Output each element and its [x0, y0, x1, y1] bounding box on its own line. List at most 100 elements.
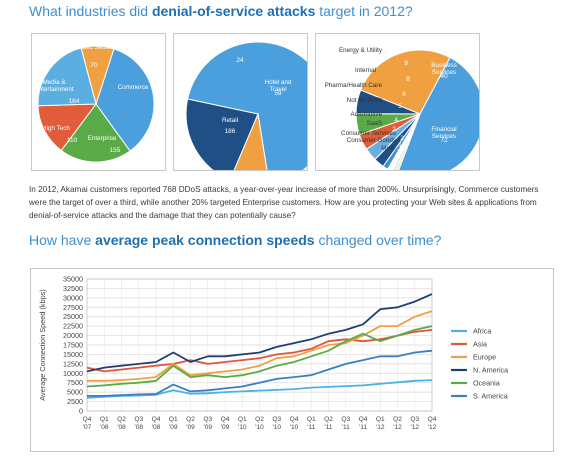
legend-label-oceania: Oceania: [473, 379, 500, 388]
pie-value-consumer-goods: 1: [398, 142, 402, 149]
x-tick-label: Q2'08: [117, 416, 126, 431]
x-tick-label: Q3'09: [203, 416, 212, 431]
pie-section-title: What industries did denial-of-service at…: [29, 3, 413, 19]
pie-label-media-entertainment: Media & Entertainment: [34, 79, 73, 93]
pie-label-consumer-services: Consumer Services: [341, 130, 396, 137]
pie-value-pharma-health-care: 6: [402, 91, 406, 98]
x-tick-label: Q4'10: [290, 416, 299, 431]
pie-label-hotel-and-travel: Hotel and Travel: [265, 79, 292, 93]
pie-chart-2: Retail 186 Consumer Goods 24 Hotel and Travel…: [185, 37, 307, 170]
pie-panel-3: Business Services 40 Financial Services 72 Mis…: [315, 33, 480, 171]
series-line-s-america: [87, 349, 433, 397]
legend-label-europe: Europe: [473, 353, 496, 362]
pie-slice-financial-services: [398, 56, 479, 170]
y-tick-label: 15000: [63, 350, 83, 359]
pie-value-consumer-services: 2: [400, 135, 404, 142]
pie-value-energy-utility: 9: [404, 60, 408, 67]
legend-label-asia: Asia: [473, 340, 487, 349]
pie-label-high-tech: High Tech: [42, 125, 70, 132]
line-chart-panel: 0 2500 5000 7500 10000 12500 15000 17500 20000 22…: [30, 268, 554, 452]
pie-slice-business-services: [360, 49, 451, 115]
y-axis-label: Average Connection Speed (kbps): [38, 289, 47, 400]
x-tick-label: Q1'11: [307, 416, 316, 431]
pie-slice-public-sector: [80, 45, 115, 106]
pie-label-consumer-goods: Consumer Goods: [215, 37, 264, 44]
pie-value-public-sector: 70: [90, 62, 98, 69]
pie-value-misc: 1: [396, 149, 400, 156]
legend-label-n-america: N. America: [473, 366, 508, 375]
pie-slice-commerce: [95, 48, 155, 152]
pie-slice-high-tech: [37, 103, 98, 152]
pie-slice-consumer-goods: [233, 112, 268, 170]
x-tick-label: Q3'11: [341, 416, 350, 431]
y-tick-label: 22500: [63, 322, 83, 331]
pie-slice-hotel-and-travel: [185, 98, 259, 170]
pie-label-retail: Retail: [222, 117, 238, 124]
x-tick-label: Q3'08: [134, 416, 143, 431]
y-tick-label: 27500: [63, 303, 83, 312]
line-section-title: How have average peak connection speeds …: [29, 232, 442, 248]
x-tick-label: Q1'10: [238, 416, 247, 431]
pie-slice-retail: [186, 41, 307, 170]
x-tick-label: Q3'10: [272, 416, 281, 431]
legend-label-africa: Africa: [473, 327, 491, 336]
x-tick-label: Q2'09: [186, 416, 195, 431]
pie-value-hotel-and-travel: 59: [274, 90, 282, 97]
pie-value-high-tech: 110: [67, 137, 78, 144]
pie-label-not-for-profit: Not for Profit: [347, 97, 383, 104]
x-tick-label: Q1'08: [100, 416, 109, 431]
y-tick-label: 25000: [63, 312, 83, 321]
pie-value-commerce: 269: [160, 96, 165, 103]
pie-value-retail: 186: [225, 128, 236, 135]
pie-panel-2: Retail 186 Consumer Goods 24 Hotel and Travel…: [173, 33, 308, 171]
pie-slice-enterprise: [60, 103, 131, 163]
pie-value-not-for-profit: 5: [398, 103, 402, 110]
pie-chart-1: Commerce 269 Enterprise 155 High Tech 110 Medi…: [34, 44, 165, 163]
pie-label-internal: Internal: [355, 67, 376, 74]
series-line-europe: [87, 310, 433, 382]
pie-value-automotive: 4: [394, 117, 398, 124]
x-tick-label: Q2'10: [255, 416, 264, 431]
y-tick-label: 2500: [67, 397, 83, 406]
x-tick-label: Q1'09: [169, 416, 178, 431]
pie-value-enterprise: 155: [110, 147, 121, 154]
x-tick-label: Q4'08: [152, 416, 161, 431]
summary-paragraph: In 2012, Akamai customers reported 768 D…: [29, 185, 539, 220]
plot-frame: [86, 278, 433, 412]
y-tick-label: 35000: [63, 275, 83, 284]
series-line-oceania: [86, 325, 433, 388]
pie-value-financial-services: 72: [440, 137, 448, 144]
pie-label-enterprise: Enterprise: [88, 135, 117, 142]
pie-value-internal: 8: [406, 76, 410, 83]
pie-panel-1: Commerce 269 Enterprise 155 High Tech 110 Medi…: [31, 33, 166, 171]
y-tick-label: 20000: [63, 331, 83, 340]
pie-label-pharma-health-care: Pharma/Health Care: [325, 82, 383, 89]
y-tick-label: 5000: [67, 388, 83, 397]
y-tick-label: 7500: [67, 378, 83, 387]
y-tick-label: 10000: [63, 369, 83, 378]
x-tick-label: Q2'12: [393, 416, 402, 431]
x-tick-label: Q1'12: [376, 416, 385, 431]
y-tick-label: 12500: [63, 359, 83, 368]
series-line-africa: [86, 379, 433, 399]
pie-slice-energy-utility: [355, 89, 421, 115]
x-tick-label: Q2'11: [324, 416, 333, 431]
pie-label-misc: Misc.: [381, 145, 396, 152]
y-tick-label: 0: [79, 407, 83, 416]
series-line-asia: [86, 329, 433, 373]
line-chart: 0250050007500100001250015000175002000022…: [38, 275, 508, 432]
pie-label-saas: SaaS: [367, 120, 382, 127]
pie-label-consumer-goods: Consumer Goods: [347, 137, 396, 144]
pie-label-energy-utility: Energy & Utility: [339, 47, 383, 54]
legend-label-s-america: S. America: [473, 392, 508, 401]
pie-label-automotive: Automotive: [351, 111, 383, 118]
y-tick-label: 17500: [63, 341, 83, 350]
pie-label-commerce: Commerce: [118, 84, 149, 91]
x-tick-label: Q4'09: [221, 416, 230, 431]
pie-slice-media-entertainment: [37, 47, 97, 107]
pie-value-saas: 2: [392, 126, 396, 133]
pie-label-business-services: Business Services: [431, 62, 457, 76]
x-tick-label: Q4'11: [359, 416, 368, 431]
series-line-n-america: [86, 293, 433, 373]
